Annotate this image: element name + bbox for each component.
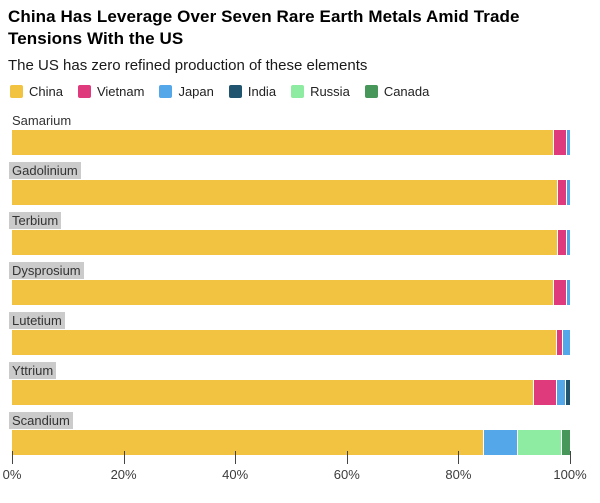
legend-item-canada: Canada <box>364 84 430 99</box>
bar-segment-japan <box>563 330 570 355</box>
bar-segment-vietnam <box>554 130 568 155</box>
legend-item-vietnam: Vietnam <box>77 84 145 99</box>
axis-tick-mark <box>235 451 237 464</box>
bar-track <box>12 130 570 155</box>
bar-segment-russia <box>517 430 562 455</box>
legend-label: Vietnam <box>96 84 145 99</box>
bar-segment-china <box>12 430 485 455</box>
axis-tick-mark <box>570 451 571 464</box>
legend-item-japan: Japan <box>159 84 214 99</box>
axis-tick-label: 20% <box>110 467 137 482</box>
chart-title-line2: Tensions With the US <box>8 29 184 48</box>
axis-tick-label: 100% <box>553 467 587 482</box>
bar-label: Terbium <box>9 212 62 229</box>
legend-swatch-china <box>10 85 23 98</box>
bar-segment-china <box>12 380 534 405</box>
bar-segment-vietnam <box>558 180 568 205</box>
chart-title: China Has Leverage Over Seven Rare Earth… <box>8 6 592 50</box>
bar-label: Dysprosium <box>9 262 84 279</box>
bar-segment-japan <box>484 430 518 455</box>
bar-segment-india <box>565 380 570 405</box>
bar-label: Scandium <box>9 412 73 429</box>
legend-swatch-vietnam <box>77 85 91 98</box>
bar-segment-canada <box>561 430 570 455</box>
bar-segment-china <box>12 280 554 305</box>
axis-tick-label: 80% <box>445 467 472 482</box>
chart-row-terbium: Terbium <box>9 212 570 255</box>
bar-label: Lutetium <box>9 312 65 329</box>
chart-row-gadolinium: Gadolinium <box>9 162 570 205</box>
axis-tick-mark <box>123 451 125 464</box>
bar-track <box>12 280 570 305</box>
bar-segment-vietnam <box>557 230 568 255</box>
bar-segment-vietnam <box>553 280 568 305</box>
chart-title-line1: China Has Leverage Over Seven Rare Earth… <box>8 7 520 26</box>
bar-track <box>12 380 570 405</box>
legend-item-russia: Russia <box>291 84 350 99</box>
chart-rows: Samarium Gadolinium Terbium Dysprosium Lutet… <box>9 112 570 462</box>
bar-segment-china <box>12 180 559 205</box>
chart-row-lutetium: Lutetium <box>9 312 570 355</box>
bar-segment-china <box>12 330 557 355</box>
axis-tick-label: 40% <box>222 467 249 482</box>
bar-segment-china <box>12 230 558 255</box>
legend-item-china: China <box>10 84 63 99</box>
bar-track <box>12 180 570 205</box>
legend-swatch-india <box>228 85 242 98</box>
bar-label: Gadolinium <box>9 162 81 179</box>
chart-row-scandium: Scandium <box>9 412 570 455</box>
bar-segment-vietnam <box>556 330 564 355</box>
bar-segment-china <box>12 130 555 155</box>
chart-row-samarium: Samarium <box>12 112 570 155</box>
legend-swatch-russia <box>291 85 305 98</box>
bar-segment-japan <box>567 230 570 255</box>
legend-swatch-canada <box>364 85 378 98</box>
legend-label: India <box>247 84 277 99</box>
bar-label: Yttrium <box>9 362 57 379</box>
axis-tick-mark <box>12 451 13 464</box>
legend-label: China <box>29 84 63 99</box>
chart-row-yttrium: Yttrium <box>9 362 570 405</box>
axis-tick-label: 60% <box>333 467 360 482</box>
legend-swatch-japan <box>159 85 173 98</box>
bar-segment-japan <box>567 130 570 155</box>
x-axis: 0% 20% 40% 60% 80% 100% <box>3 451 587 487</box>
legend-label: Canada <box>383 84 430 99</box>
chart-subtitle: The US has zero refined production of th… <box>8 57 368 74</box>
bar-track <box>12 230 570 255</box>
bar-segment-vietnam <box>533 380 558 405</box>
legend-label: Russia <box>310 84 350 99</box>
bar-track <box>12 430 570 455</box>
bar-track <box>12 330 570 355</box>
chart-row-dysprosium: Dysprosium <box>9 262 570 305</box>
axis-tick-label: 0% <box>2 467 22 482</box>
bar-label: Samarium <box>12 113 72 128</box>
bar-segment-japan <box>567 280 570 305</box>
axis-tick-mark <box>458 451 460 464</box>
bar-segment-japan <box>567 180 570 205</box>
legend-item-india: India <box>228 84 277 99</box>
legend-label: Japan <box>178 84 214 99</box>
bar-segment-japan <box>557 380 566 405</box>
chart-legend: China Vietnam Japan India Russia Canada <box>10 84 429 99</box>
axis-tick-mark <box>346 451 348 464</box>
